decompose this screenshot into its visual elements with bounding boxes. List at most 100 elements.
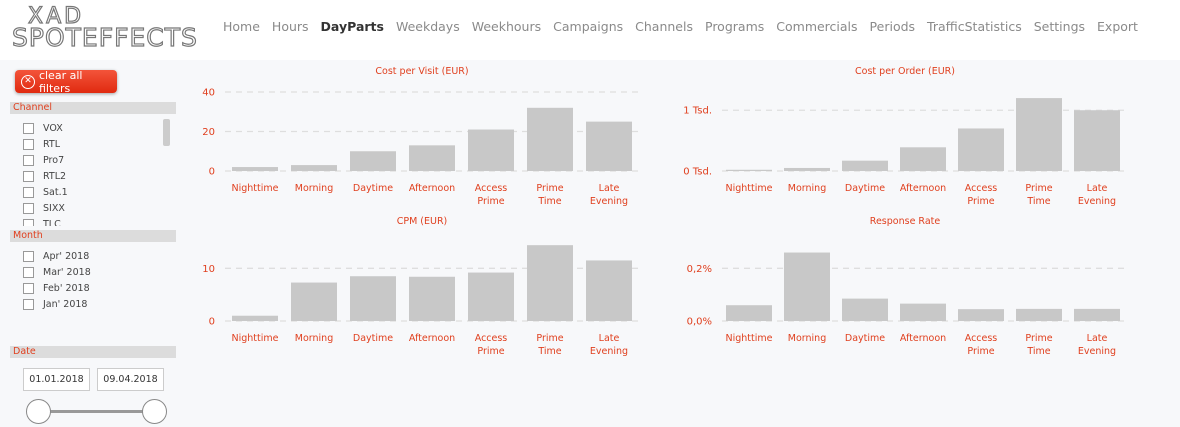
nav-item-dayparts[interactable]: DayParts [320, 19, 384, 34]
date-from-input[interactable]: 01.01.2018 [23, 368, 90, 391]
channel-checkbox[interactable] [23, 122, 34, 134]
cost-per-visit-chart-svg: 0 20 40 Nighttime Morning Daytime Afternoon Acc… [202, 88, 638, 207]
clear-all-filters-button[interactable]: ✕ clear all filters [15, 68, 117, 95]
channel-checkbox[interactable] [23, 186, 34, 198]
bar-nighttime[interactable] [726, 305, 772, 321]
nav-item-weekhours[interactable]: Weekhours [471, 19, 542, 34]
month-option[interactable]: Feb' 2018 [23, 280, 91, 296]
x-tick-label: Late Evening [1078, 183, 1116, 207]
nav-item-channels[interactable]: Channels [635, 19, 693, 34]
channel-option[interactable]: TLC [23, 216, 68, 226]
response-rate-chart-title: Response Rate [869, 216, 941, 227]
bar-late-evening[interactable] [1074, 308, 1120, 321]
month-checkbox[interactable] [23, 282, 34, 294]
nav-item-weekdays[interactable]: Weekdays [395, 19, 460, 34]
x-tick-label: Prime Time [536, 333, 563, 357]
month-checkbox[interactable] [23, 250, 34, 262]
channel-filter-header: Channel [10, 102, 176, 114]
bar-daytime[interactable] [842, 298, 888, 321]
bar-late-evening[interactable] [586, 121, 632, 171]
main-nav: Home Hours DayParts Weekdays Weekhours Campai… [223, 19, 1150, 34]
y-tick-label: 0,2% [687, 264, 712, 275]
nav-item-settings[interactable]: Settings [1033, 19, 1086, 34]
x-tick-label: Afternoon [409, 333, 455, 344]
bar-afternoon[interactable] [409, 276, 455, 321]
month-checkbox[interactable] [23, 298, 34, 310]
channel-option[interactable]: Sat.1 [23, 184, 68, 200]
bar-afternoon[interactable] [409, 145, 455, 171]
channel-option[interactable]: Pro7 [23, 152, 68, 168]
bar-daytime[interactable] [350, 276, 396, 321]
channel-option-label: TLC [43, 218, 61, 227]
month-option[interactable]: Jan' 2018 [23, 296, 91, 312]
channel-list-scrollbar[interactable] [163, 119, 170, 146]
bar-nighttime[interactable] [726, 169, 772, 171]
bar-daytime[interactable] [350, 151, 396, 171]
bar-access-prime[interactable] [468, 129, 514, 171]
x-tick-label: Nighttime [726, 183, 773, 194]
date-range-slider-end-handle[interactable] [142, 399, 167, 424]
channel-checkbox[interactable] [23, 138, 34, 150]
x-tick-label: Morning [788, 183, 826, 194]
x-tick-label: Access Prime [965, 183, 998, 207]
nav-item-hours[interactable]: Hours [271, 19, 309, 34]
month-option-label: Mar' 2018 [43, 266, 91, 278]
date-to-input[interactable]: 09.04.2018 [97, 368, 164, 391]
nav-item-programs[interactable]: Programs [705, 19, 765, 34]
month-checkbox[interactable] [23, 266, 34, 278]
nav-item-trafficstatistics[interactable]: TrafficStatistics [927, 19, 1022, 34]
channel-option[interactable]: RTL2 [23, 168, 68, 184]
bar-morning[interactable] [784, 167, 830, 171]
x-tick-label: Afternoon [409, 183, 455, 194]
channel-option-label: Sat.1 [43, 186, 68, 198]
bar-morning[interactable] [291, 282, 337, 321]
xad-spoteffects-logo[interactable]: XAD SPOTEFFECTS [11, 5, 207, 52]
bar-morning[interactable] [291, 165, 337, 171]
nav-item-commercials[interactable]: Commercials [776, 19, 858, 34]
date-range-slider-start-handle[interactable] [26, 399, 51, 424]
bar-morning[interactable] [784, 252, 830, 321]
channel-checkbox[interactable] [23, 202, 34, 214]
y-tick-label: 0 [209, 317, 215, 328]
x-tick-label: Afternoon [900, 183, 946, 194]
bar-prime-time[interactable] [1016, 308, 1062, 321]
month-list: Apr' 2018 Mar' 2018 Feb' 2018 Jan' 2018 [23, 248, 91, 312]
channel-option[interactable]: SIXX [23, 200, 68, 216]
channel-option-label: RTL2 [43, 170, 67, 182]
bar-afternoon[interactable] [900, 147, 946, 171]
x-tick-label: Afternoon [900, 333, 946, 344]
bar-access-prime[interactable] [958, 128, 1004, 171]
bar-access-prime[interactable] [958, 309, 1004, 321]
bar-late-evening[interactable] [1074, 110, 1120, 171]
month-option[interactable]: Apr' 2018 [23, 248, 91, 264]
bar-prime-time[interactable] [527, 245, 573, 321]
bar-prime-time[interactable] [527, 107, 573, 171]
bar-prime-time[interactable] [1016, 98, 1062, 171]
channel-option[interactable]: VOX [23, 120, 68, 136]
response-rate-chart-svg: 0,0% 0,2% Nighttime Morning Daytime Afternoon… [687, 252, 1126, 357]
nav-item-export[interactable]: Export [1097, 19, 1138, 34]
y-tick-label: 10 [202, 264, 215, 275]
nav-item-home[interactable]: Home [223, 19, 260, 34]
clear-all-filters-label: clear all filters [38, 68, 83, 95]
month-option[interactable]: Mar' 2018 [23, 264, 91, 280]
x-tick-label: Daytime [353, 183, 393, 194]
channel-option-label: RTL [43, 138, 61, 150]
channel-checkbox[interactable] [23, 170, 34, 182]
bar-nighttime[interactable] [232, 167, 278, 171]
bar-access-prime[interactable] [468, 272, 514, 321]
x-tick-label: Morning [788, 333, 826, 344]
y-tick-label: 40 [202, 88, 215, 99]
nav-item-campaigns[interactable]: Campaigns [553, 19, 624, 34]
bar-daytime[interactable] [842, 160, 888, 171]
date-range-slider-track[interactable] [38, 410, 155, 413]
channel-option[interactable]: RTL [23, 136, 68, 152]
channel-checkbox[interactable] [23, 218, 34, 226]
bar-afternoon[interactable] [900, 303, 946, 321]
bar-nighttime[interactable] [232, 315, 278, 321]
channel-checkbox[interactable] [23, 154, 34, 166]
bar-late-evening[interactable] [586, 260, 632, 321]
month-option-label: Jan' 2018 [43, 298, 88, 310]
x-tick-label: Daytime [845, 333, 885, 344]
nav-item-periods[interactable]: Periods [869, 19, 916, 34]
